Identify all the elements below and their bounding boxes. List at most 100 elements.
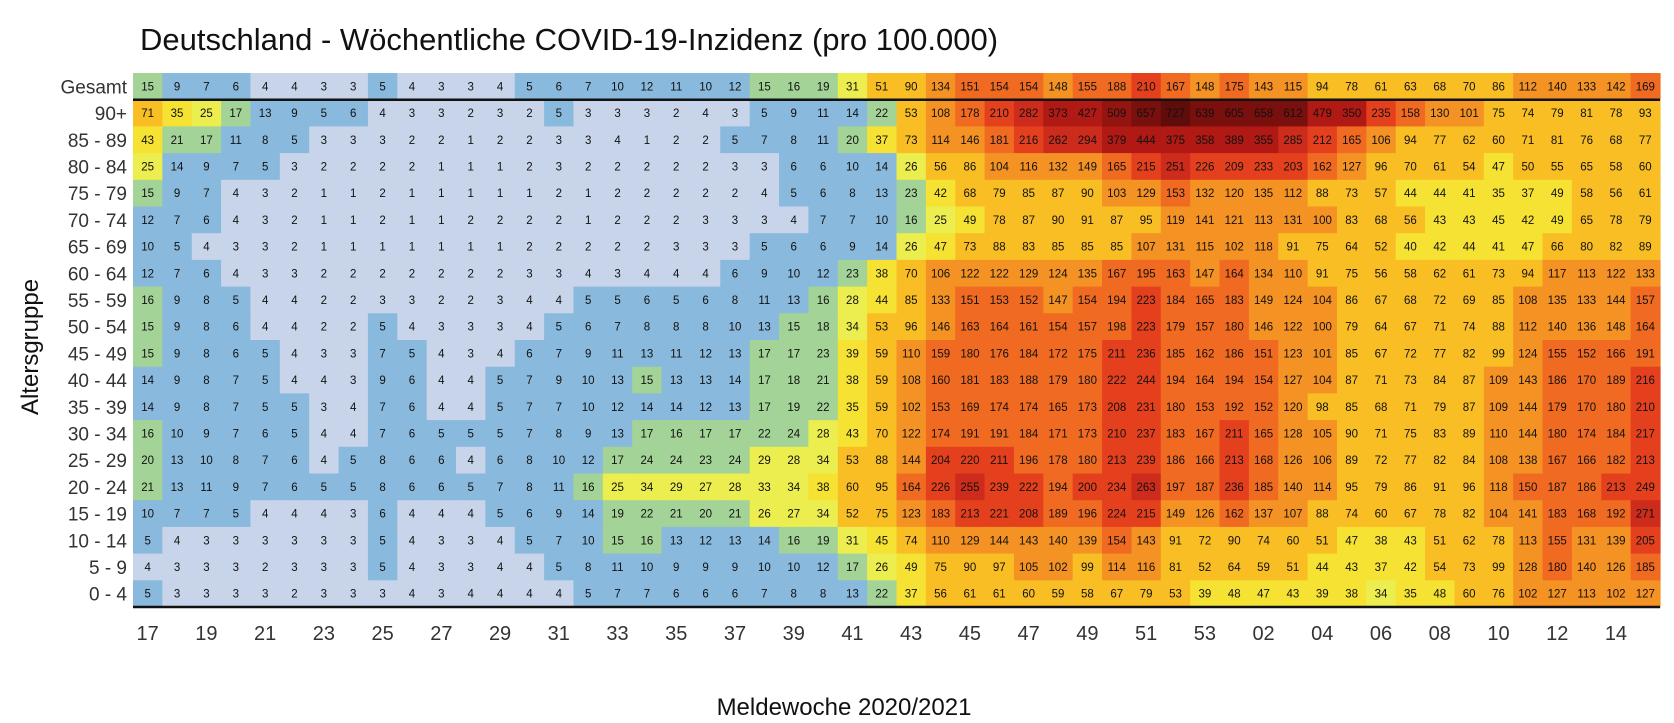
heatmap-cell: [1630, 526, 1661, 555]
heatmap-cell: [1131, 526, 1162, 555]
heatmap-cell: [896, 340, 927, 368]
heatmap-cell: [749, 366, 780, 394]
cell-value-label: 13: [729, 348, 742, 360]
heatmap-cell: [573, 526, 604, 555]
cell-value-label: 4: [467, 509, 474, 521]
cell-value-label: 180: [1606, 402, 1625, 414]
heatmap-cell: [367, 73, 398, 101]
heatmap-cell: [1630, 366, 1661, 394]
heatmap-cell: [221, 313, 252, 341]
heatmap-cell: [1160, 259, 1191, 288]
cell-value-label: 56: [934, 161, 947, 173]
row-label: 85 - 89: [68, 131, 127, 152]
cell-value-label: 152: [1254, 402, 1273, 414]
cell-value-label: 194: [1225, 375, 1245, 387]
heatmap-cell: [955, 233, 986, 261]
cell-value-label: 28: [817, 428, 830, 440]
cell-value-label: 45: [1492, 215, 1505, 227]
heatmap-cell: [1278, 286, 1309, 314]
heatmap-cell: [456, 99, 486, 127]
heatmap-cell: [1013, 126, 1044, 154]
heatmap-cell: [397, 259, 428, 288]
cell-value-label: 16: [582, 482, 595, 494]
heatmap-cell: [1395, 206, 1426, 234]
heatmap-cell: [309, 313, 340, 341]
cell-value-label: 3: [438, 322, 444, 334]
cell-value-label: 200: [1078, 482, 1097, 494]
heatmap-cell: [779, 286, 810, 314]
cell-value-label: 6: [203, 215, 209, 227]
cell-value-label: 163: [960, 322, 979, 334]
heatmap-cell: [338, 99, 369, 127]
heatmap-cell: [1454, 340, 1485, 368]
heatmap-cell: [279, 420, 310, 448]
column-labels: 17 19 21 23 25 27 29 31 33 35 37 39 41 43 45 47 49 51 53 02…: [137, 623, 1628, 645]
heatmap-cell: [1395, 179, 1426, 208]
cell-value-label: 65: [1580, 215, 1593, 227]
heatmap-cell: [1601, 553, 1632, 581]
cell-value-label: 130: [1430, 108, 1449, 120]
heatmap-cell: [338, 206, 369, 234]
heatmap-cell: [779, 500, 810, 528]
heatmap-cell: [1190, 99, 1221, 127]
heatmap-cell: [485, 126, 516, 154]
heatmap-cell: [191, 286, 222, 314]
heatmap-cell: [1513, 233, 1544, 261]
heatmap-cell: [955, 446, 986, 475]
cell-value-label: 40: [1404, 242, 1417, 254]
cell-value-label: 78: [1610, 215, 1623, 227]
heatmap-cell: [162, 340, 193, 368]
cell-value-label: 112: [1519, 81, 1537, 93]
heatmap-cell: [1601, 153, 1632, 181]
cell-value-label: 139: [1078, 535, 1097, 547]
cell-value-label: 20: [846, 135, 859, 147]
cell-value-label: 34: [817, 455, 830, 467]
cell-value-label: 4: [262, 295, 269, 307]
heatmap-cell: [1425, 553, 1456, 581]
cell-value-label: 116: [1019, 161, 1037, 173]
heatmap-cell: [1190, 366, 1221, 394]
cell-value-label: 164: [902, 482, 922, 494]
cell-value-label: 85: [1022, 188, 1035, 200]
cell-value-label: 5: [673, 295, 679, 307]
heatmap-cell: [309, 420, 340, 448]
cell-value-label: 14: [846, 108, 859, 120]
heatmap-cell: [779, 473, 810, 501]
cell-value-label: 9: [556, 375, 562, 387]
heatmap-cell: [1072, 553, 1103, 581]
cell-value-label: 13: [259, 108, 272, 120]
heatmap-cell: [1102, 526, 1133, 555]
heatmap-cell: [1102, 366, 1133, 394]
cell-value-label: 8: [379, 482, 385, 494]
cell-value-label: 13: [699, 375, 712, 387]
cell-value-label: 4: [409, 81, 416, 93]
heatmap-cell: [544, 340, 575, 368]
heatmap-cell: [1219, 580, 1250, 608]
heatmap-cell: [1483, 99, 1514, 127]
cell-value-label: 4: [203, 242, 210, 254]
x-tick-label: 41: [841, 623, 863, 645]
cell-value-label: 140: [1283, 482, 1302, 494]
heatmap-cell: [1131, 233, 1162, 261]
cell-value-label: 77: [1433, 135, 1446, 147]
cell-value-label: 122: [960, 268, 979, 280]
cell-value-label: 75: [934, 562, 947, 574]
heatmap-cell: [720, 393, 751, 421]
cell-value-label: 205: [1636, 535, 1655, 547]
heatmap-cell: [1542, 313, 1573, 341]
cell-value-label: 1: [379, 242, 385, 254]
cell-value-label: 74: [905, 535, 918, 547]
cell-value-label: 5: [585, 295, 591, 307]
heatmap-cell: [984, 286, 1015, 314]
cell-value-label: 4: [438, 509, 445, 521]
cell-value-label: 93: [1639, 108, 1652, 120]
cell-value-label: 153: [1166, 188, 1185, 200]
heatmap-cell: [1307, 313, 1338, 341]
cell-value-label: 88: [1316, 509, 1329, 521]
heatmap-cell: [485, 206, 516, 234]
cell-value-label: 44: [1433, 188, 1446, 200]
heatmap-cell: [338, 366, 369, 394]
cell-value-label: 3: [350, 348, 356, 360]
cell-value-label: 8: [820, 589, 826, 601]
cell-value-label: 87: [1463, 402, 1476, 414]
